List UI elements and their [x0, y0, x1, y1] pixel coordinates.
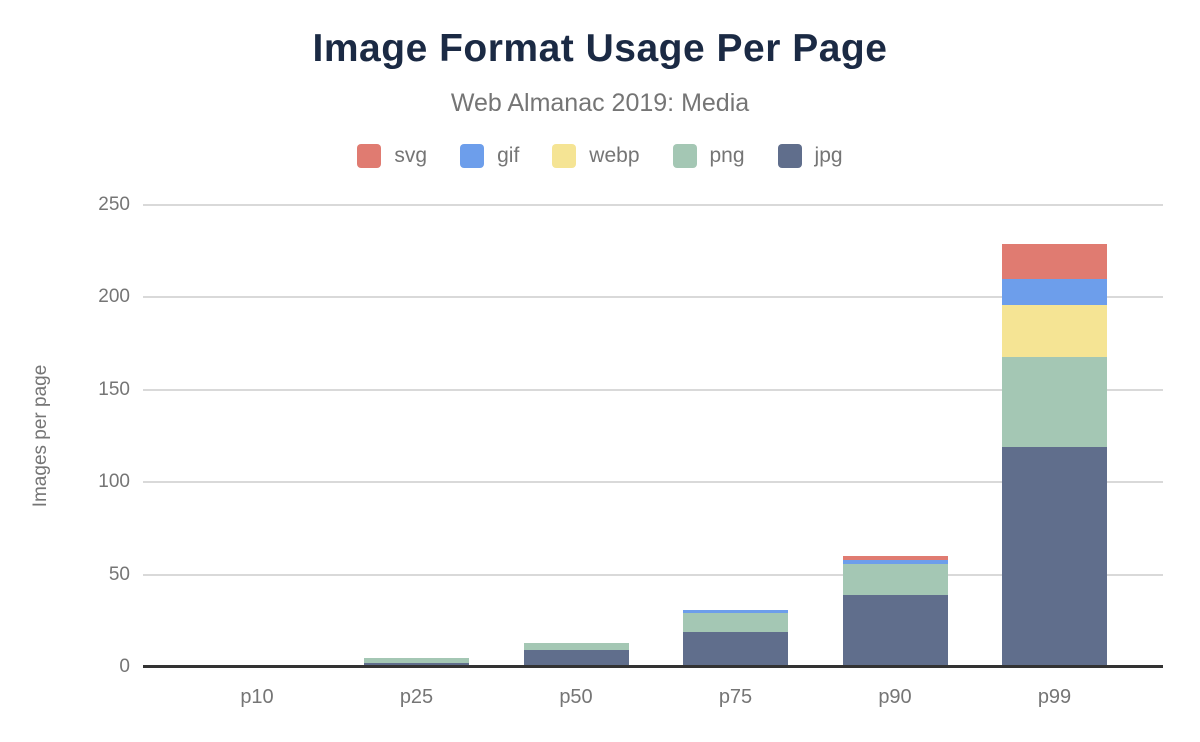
chart-title: Image Format Usage Per Page: [312, 27, 888, 70]
legend-swatch-webp: [552, 144, 577, 168]
legend-item-jpg: jpg: [777, 144, 843, 168]
bar-segment-p50-jpg[interactable]: [523, 650, 629, 667]
legend-label: webp: [589, 144, 640, 167]
bar-segment-p99-png[interactable]: [1002, 356, 1107, 448]
plot-area: [143, 204, 1163, 668]
bar-segment-p75-jpg[interactable]: [683, 631, 788, 667]
x-category-label-p25: p25: [399, 686, 434, 708]
legend-swatch-gif: [460, 144, 485, 168]
stacked-bar-p90[interactable]: [842, 556, 948, 667]
bar-segment-p99-webp[interactable]: [1002, 304, 1107, 357]
bar-segment-p90-svg[interactable]: [842, 556, 948, 560]
x-category-label-p10: p10: [240, 686, 274, 708]
bar-segment-p99-jpg[interactable]: [1002, 447, 1107, 667]
legend-label: gif: [497, 144, 520, 167]
bar-segment-p99-svg[interactable]: [1002, 243, 1107, 279]
bar-segment-p50-png[interactable]: [523, 643, 629, 651]
chart-subtitle: Web Almanac 2019: Media: [450, 89, 750, 117]
bar-segment-p75-gif[interactable]: [683, 609, 788, 614]
x-category-label-p90: p90: [878, 686, 912, 708]
x-category-label-p50: p50: [559, 686, 593, 708]
x-category-label-p99: p99: [1037, 686, 1072, 708]
legend-item-svg: svg: [357, 144, 427, 168]
bar-segment-p90-png[interactable]: [842, 563, 948, 595]
bar-segment-p90-jpg[interactable]: [842, 594, 948, 667]
gridline-150: [143, 388, 1163, 391]
y-tick-label: 50: [108, 563, 130, 585]
gridline-100: [143, 481, 1163, 484]
y-tick-label: 0: [119, 656, 130, 677]
y-tick-label: 250: [98, 194, 130, 215]
x-category-label-p75: p75: [718, 686, 753, 708]
bar-segment-p99-gif[interactable]: [1002, 278, 1107, 305]
legend-label: jpg: [814, 144, 843, 167]
legend-swatch-jpg: [777, 144, 802, 168]
legend-label: png: [709, 144, 745, 167]
legend: svg gif webp png jpg: [0, 144, 1200, 168]
stacked-bar-p99[interactable]: [1002, 243, 1107, 667]
y-tick-label: 200: [98, 286, 130, 308]
legend-item-png: png: [672, 144, 745, 168]
legend-item-gif: gif: [460, 144, 519, 168]
y-tick-label: 150: [98, 378, 130, 400]
y-axis-title: Images per page: [30, 364, 51, 508]
stacked-bar-p75[interactable]: [683, 609, 788, 667]
bar-segment-p75-png[interactable]: [683, 613, 788, 632]
legend-label: svg: [394, 144, 428, 167]
legend-swatch-png: [672, 144, 697, 168]
legend-item-webp: webp: [552, 144, 640, 168]
bar-segment-p25-png[interactable]: [364, 657, 469, 664]
y-tick-label: 100: [98, 471, 130, 493]
gridline-200: [143, 296, 1163, 299]
gridline-250: [143, 204, 1163, 206]
legend-swatch-svg: [357, 144, 382, 168]
x-axis-baseline: [143, 665, 1163, 668]
stacked-bar-p50[interactable]: [523, 643, 629, 667]
gridline-50: [143, 573, 1163, 576]
bar-segment-p90-gif[interactable]: [842, 559, 948, 564]
